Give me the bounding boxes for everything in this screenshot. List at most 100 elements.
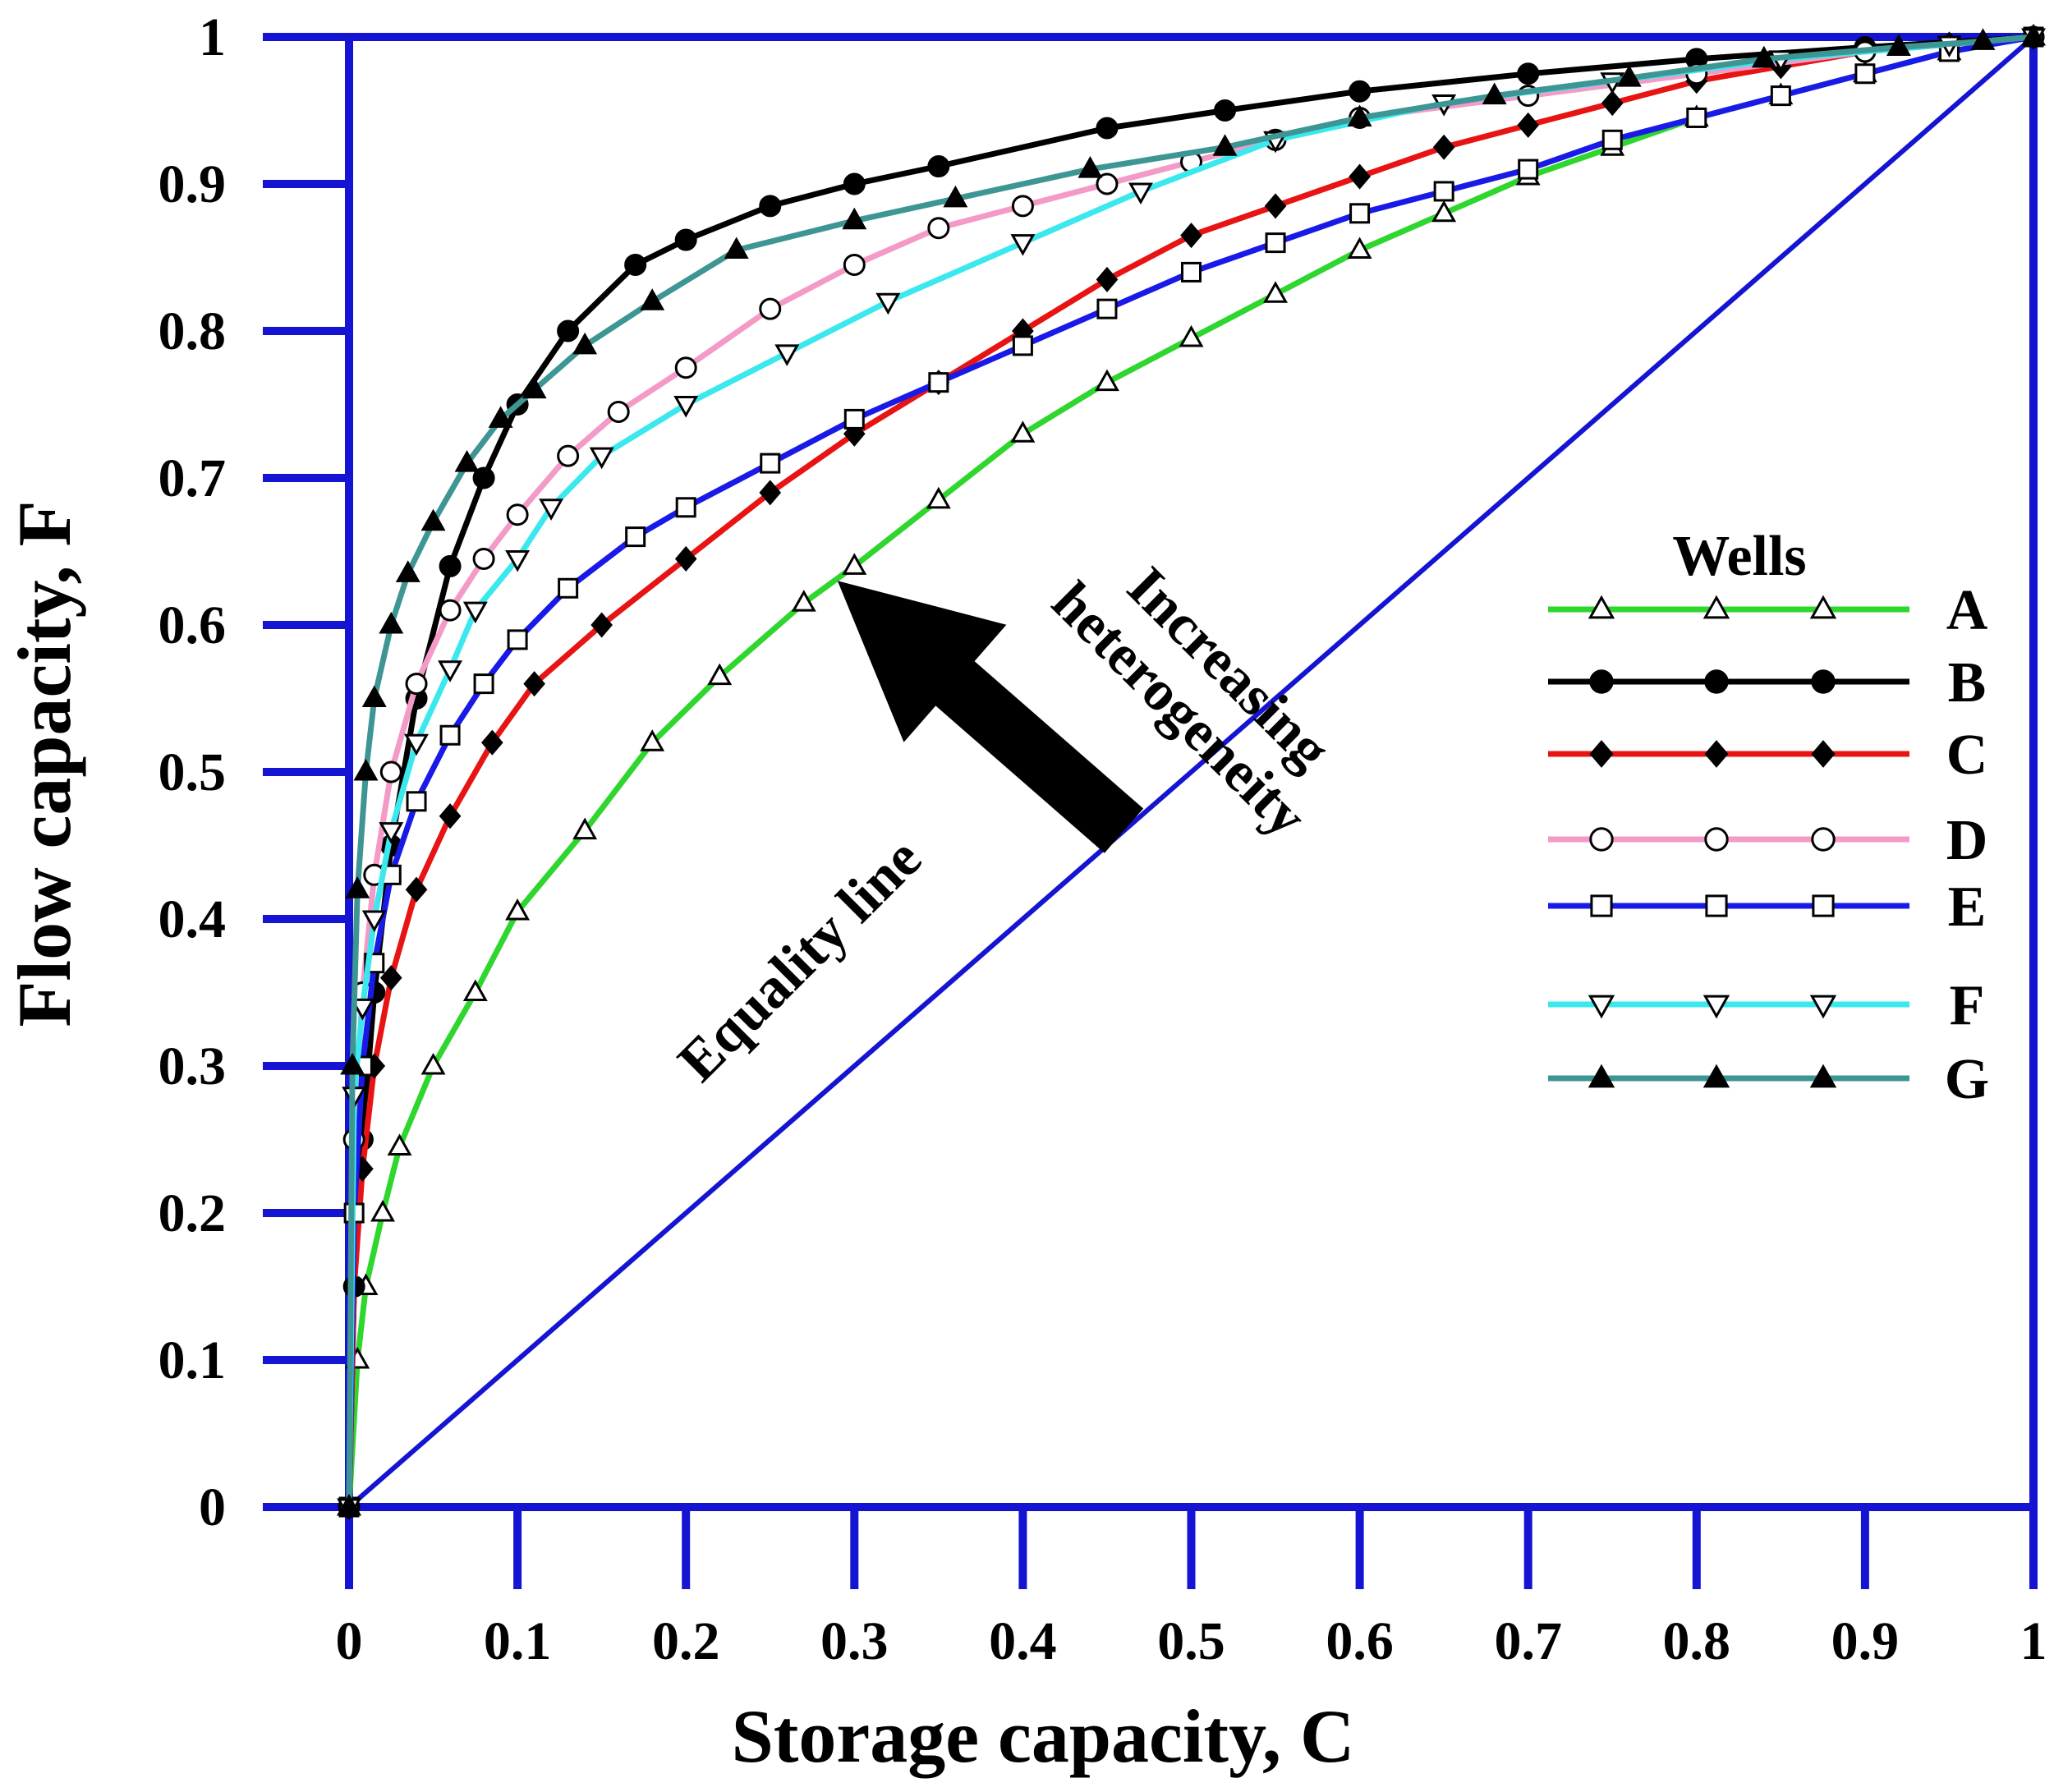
series-point-E — [558, 577, 579, 599]
x-tick-label: 0.9 — [1831, 1611, 1900, 1671]
legend-item-B: B — [1548, 651, 1986, 715]
series-point-G — [1347, 104, 1372, 126]
series-point-G — [340, 1052, 365, 1075]
x-tick-label: 0 — [336, 1611, 363, 1671]
series-point-A — [1094, 369, 1119, 392]
legend-marker — [1809, 595, 1837, 619]
series-point-G — [379, 611, 404, 634]
legend-marker — [1811, 669, 1836, 694]
series-point-G — [1886, 34, 1911, 57]
series-point-B — [1349, 80, 1372, 103]
legend-marker — [1589, 740, 1614, 768]
series-point-E — [1854, 63, 1876, 85]
series-point-C — [590, 612, 613, 638]
series-point-E — [1349, 203, 1371, 224]
series-point-F — [350, 998, 375, 1021]
series-point-D — [506, 503, 529, 526]
legend-item-F: F — [1548, 974, 1984, 1037]
series-point-B — [472, 466, 495, 489]
series-point-A — [505, 898, 531, 921]
series-point-E — [1181, 261, 1202, 283]
series-point-E — [1686, 107, 1707, 128]
series-line-E — [346, 34, 2034, 1508]
series-point-C — [1517, 112, 1540, 138]
series-point-D — [1011, 195, 1034, 218]
legend-marker — [1588, 995, 1615, 1019]
y-tick-label: 0.9 — [159, 154, 227, 214]
legend-label: A — [1946, 579, 1988, 642]
series-point-B — [557, 319, 580, 342]
series-point-D — [674, 356, 697, 379]
series-point-A — [572, 817, 598, 840]
series-point-D — [472, 547, 495, 570]
series-point-E — [928, 372, 949, 393]
series-point-F — [774, 344, 800, 366]
series-point-C — [379, 965, 402, 991]
legend-item-C: C — [1548, 724, 1987, 787]
series-point-E — [1012, 335, 1033, 356]
series-point-F — [1128, 182, 1153, 205]
series-point-E — [439, 724, 461, 746]
series-point-B — [843, 172, 866, 195]
series-point-D — [759, 297, 782, 320]
series-point-C — [1432, 134, 1455, 160]
equality-line-layer — [347, 34, 2035, 1509]
series-point-E — [1433, 181, 1454, 202]
x-tick-label: 0.7 — [1494, 1611, 1562, 1671]
series-point-B — [674, 228, 697, 251]
legend-label: G — [1945, 1048, 1989, 1111]
series-point-B — [1517, 62, 1540, 85]
series-point-B — [927, 155, 950, 178]
series-point-G — [640, 288, 665, 310]
series-point-C — [1601, 90, 1624, 117]
series-point-G — [361, 685, 387, 707]
legend-item-A: A — [1548, 579, 1988, 642]
y-tick-label: 0.6 — [159, 595, 227, 655]
series-point-A — [926, 486, 951, 509]
series-point-F — [505, 549, 531, 572]
series-point-G — [420, 508, 446, 531]
equality-line — [347, 34, 2035, 1509]
series-point-B — [1096, 117, 1119, 140]
series-point-B — [624, 253, 647, 276]
series-point-A — [842, 553, 867, 575]
series-point-F — [589, 447, 614, 470]
series-point-E — [760, 453, 781, 474]
series-E — [338, 26, 2044, 1518]
series-point-D — [1096, 172, 1119, 195]
series-point-G — [454, 450, 480, 472]
legend-title: Wells — [1672, 525, 1806, 588]
series-point-A — [370, 1199, 395, 1222]
legend-marker — [1588, 595, 1615, 619]
series-point-C — [1180, 223, 1202, 249]
series-point-B — [759, 195, 782, 218]
series-point-F — [438, 660, 463, 682]
series-point-G — [724, 237, 749, 260]
series-point-G — [572, 332, 598, 355]
series-point-A — [462, 979, 488, 1001]
series-point-C — [523, 671, 545, 697]
series-point-A — [1263, 281, 1289, 303]
y-tick-label: 0.1 — [159, 1330, 227, 1390]
series-point-G — [522, 376, 547, 399]
series-point-A — [707, 663, 733, 686]
series-point-G — [1751, 45, 1776, 68]
series-point-E — [675, 497, 696, 518]
x-tick-label: 0.1 — [484, 1611, 552, 1671]
series-point-F — [462, 601, 488, 624]
series-point-G — [353, 758, 379, 781]
legend-marker — [1702, 595, 1730, 619]
legend-label: F — [1950, 974, 1985, 1037]
legend-marker — [1811, 827, 1836, 852]
series-point-D — [927, 217, 950, 240]
x-tick-label: 0.5 — [1157, 1611, 1225, 1671]
tick-label-layer: 0 0.1 0.2 0.3 0.4 0.5 0.6 0.7 0.8 0.9 1 0 0.1 0.2 0.3 0… — [159, 7, 2047, 1671]
series-point-C — [759, 480, 782, 506]
series-point-A — [791, 590, 816, 612]
legend-item-G: G — [1548, 1048, 1989, 1111]
y-tick-label: 0.2 — [159, 1183, 227, 1243]
legend-marker — [1589, 669, 1614, 694]
series-point-F — [1010, 234, 1036, 256]
y-axis-title: Flow capacity, F — [2, 500, 86, 1027]
